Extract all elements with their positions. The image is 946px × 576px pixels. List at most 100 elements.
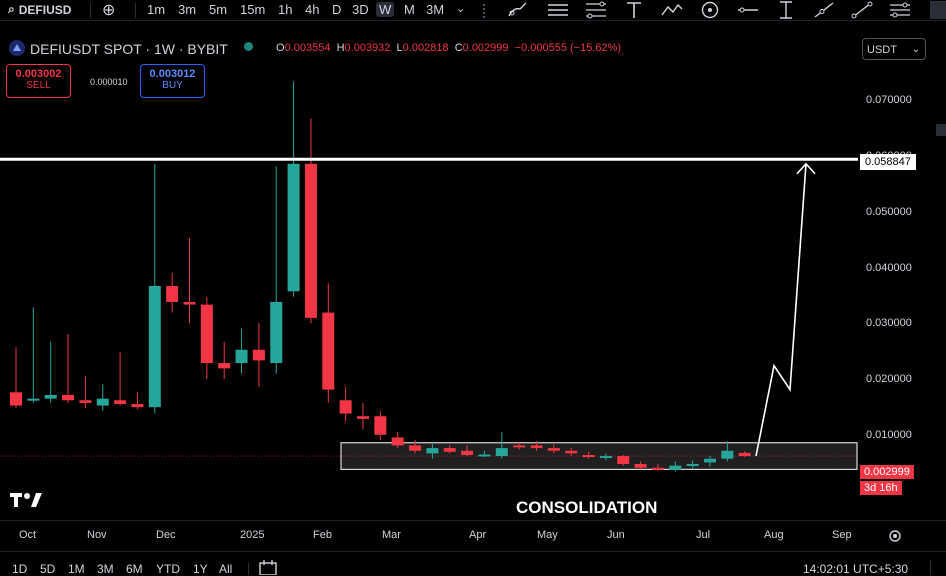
candle-body bbox=[200, 304, 213, 364]
resistance-price-tag: 0.058847 bbox=[860, 154, 916, 170]
defi-logo-icon bbox=[9, 40, 25, 56]
x-tick-label: Oct bbox=[19, 529, 37, 541]
consolidation-label: CONSOLIDATION bbox=[516, 498, 658, 517]
candle-body bbox=[426, 448, 439, 454]
range-5d[interactable]: 5D bbox=[40, 562, 56, 576]
target-icon[interactable] bbox=[698, 1, 722, 19]
fib-icon[interactable] bbox=[584, 1, 608, 19]
candle-body bbox=[599, 456, 612, 459]
x-tick-label: Aug bbox=[764, 529, 784, 541]
y-tick-label: 0.040000 bbox=[866, 262, 912, 274]
interval-4h[interactable]: 4h bbox=[305, 2, 320, 17]
candle-body bbox=[721, 450, 734, 459]
range-all[interactable]: All bbox=[219, 562, 233, 576]
candle-body bbox=[651, 467, 664, 470]
symbol-search[interactable]: ⌕ DEFIUSD bbox=[8, 2, 71, 17]
candle-body bbox=[252, 349, 265, 361]
y-tick-label: 0.020000 bbox=[866, 373, 912, 385]
range-6m[interactable]: 6M bbox=[126, 562, 143, 576]
search-icon: ⌕ bbox=[8, 2, 15, 16]
candle-body bbox=[166, 286, 179, 302]
brush-icon[interactable] bbox=[506, 1, 530, 19]
y-tick-label: 0.050000 bbox=[866, 206, 912, 218]
x-tick-label: Sep bbox=[832, 529, 852, 541]
candle-body bbox=[495, 448, 508, 457]
interval-1h[interactable]: 1h bbox=[278, 2, 293, 17]
candle-body bbox=[235, 349, 248, 364]
interval-15m[interactable]: 15m bbox=[240, 2, 266, 17]
interval-5m[interactable]: 5m bbox=[209, 2, 228, 17]
projection-arrowhead bbox=[796, 162, 816, 175]
candle-body bbox=[96, 398, 109, 406]
candle-body bbox=[461, 450, 474, 455]
chart-title: DEFIUSDT SPOT · 1W · BYBIT bbox=[30, 41, 228, 57]
range-1y[interactable]: 1Y bbox=[193, 562, 208, 576]
candle-body bbox=[547, 448, 560, 451]
candle-body bbox=[10, 392, 22, 406]
candle-body bbox=[738, 452, 751, 457]
toolbar-divider bbox=[135, 3, 136, 18]
candle-body bbox=[287, 163, 300, 292]
x-tick-label: Apr bbox=[469, 529, 487, 541]
candle-body bbox=[634, 464, 647, 468]
symbol-label: DEFIUSD bbox=[18, 2, 72, 17]
candle-body bbox=[270, 301, 283, 364]
text-icon[interactable] bbox=[622, 1, 646, 19]
toolbar-divider bbox=[248, 563, 249, 575]
x-tick-label: Feb bbox=[313, 529, 332, 541]
settings-gear-icon[interactable] bbox=[886, 527, 904, 545]
toolbar-divider bbox=[930, 560, 931, 575]
range-1d[interactable]: 1D bbox=[12, 562, 28, 576]
candle-body bbox=[565, 450, 578, 454]
grid-icon[interactable] bbox=[888, 1, 912, 19]
scroll-handle[interactable] bbox=[936, 124, 946, 136]
range-3m[interactable]: 3M bbox=[97, 562, 114, 576]
pattern-icon[interactable] bbox=[660, 1, 684, 19]
ray-icon[interactable] bbox=[812, 1, 836, 19]
price-chart[interactable] bbox=[0, 20, 858, 520]
toolbar-overflow[interactable] bbox=[930, 1, 946, 19]
toolbar-divider bbox=[90, 3, 91, 18]
interval-d[interactable]: D bbox=[332, 2, 342, 17]
interval-3d[interactable]: 3D bbox=[352, 2, 369, 17]
currency-select[interactable]: USDT ⌄ bbox=[862, 38, 926, 60]
buy-button[interactable]: 0.003012 BUY bbox=[140, 64, 205, 98]
horizontal-lines-icon[interactable] bbox=[546, 1, 570, 19]
candle-body bbox=[443, 448, 456, 452]
candle-body bbox=[183, 301, 196, 305]
axis-divider bbox=[0, 520, 946, 521]
candle-body bbox=[44, 394, 57, 399]
interval-w[interactable]: W bbox=[376, 2, 395, 17]
x-tick-label: Jun bbox=[607, 529, 625, 541]
candle-body bbox=[114, 400, 127, 404]
last-price-tag: 0.002999 bbox=[860, 465, 914, 479]
x-tick-label: Jan bbox=[275, 529, 293, 541]
line-icon[interactable] bbox=[736, 1, 760, 19]
candle-body bbox=[704, 458, 716, 463]
candle-body bbox=[374, 416, 387, 435]
candle-body bbox=[617, 456, 630, 465]
range-1m[interactable]: 1M bbox=[68, 562, 85, 576]
candle-body bbox=[131, 403, 144, 408]
ohlc-readout: O0.003554 H0.003932 L0.002818 C0.002999 … bbox=[276, 42, 622, 54]
interval-3m[interactable]: 3m bbox=[178, 2, 197, 17]
trend-line-icon[interactable] bbox=[850, 1, 874, 19]
vertical-line-icon[interactable] bbox=[774, 1, 798, 19]
add-symbol-icon[interactable]: ⊕ bbox=[102, 2, 116, 19]
interval-1m[interactable]: 1m bbox=[147, 2, 166, 17]
x-tick-label: 2025 bbox=[240, 529, 265, 541]
clock-readout[interactable]: 14:02:01 UTC+5:30 bbox=[803, 562, 909, 576]
x-tick-label: Mar bbox=[382, 529, 401, 541]
interval-3m-long[interactable]: 3M bbox=[426, 2, 445, 17]
interval-m[interactable]: M bbox=[404, 2, 415, 17]
spread-value: 0.000010 bbox=[90, 77, 128, 87]
range-ytd[interactable]: YTD bbox=[156, 562, 180, 576]
sell-button[interactable]: 0.003002 SELL bbox=[6, 64, 71, 98]
calendar-icon[interactable] bbox=[258, 560, 278, 575]
candle-body bbox=[218, 363, 231, 369]
currency-label: USDT bbox=[867, 44, 897, 56]
candle-body bbox=[582, 454, 595, 458]
chevron-down-icon[interactable]: ⌄ bbox=[456, 3, 466, 15]
candle-body bbox=[27, 398, 40, 401]
drag-handle-icon[interactable] bbox=[483, 4, 491, 18]
